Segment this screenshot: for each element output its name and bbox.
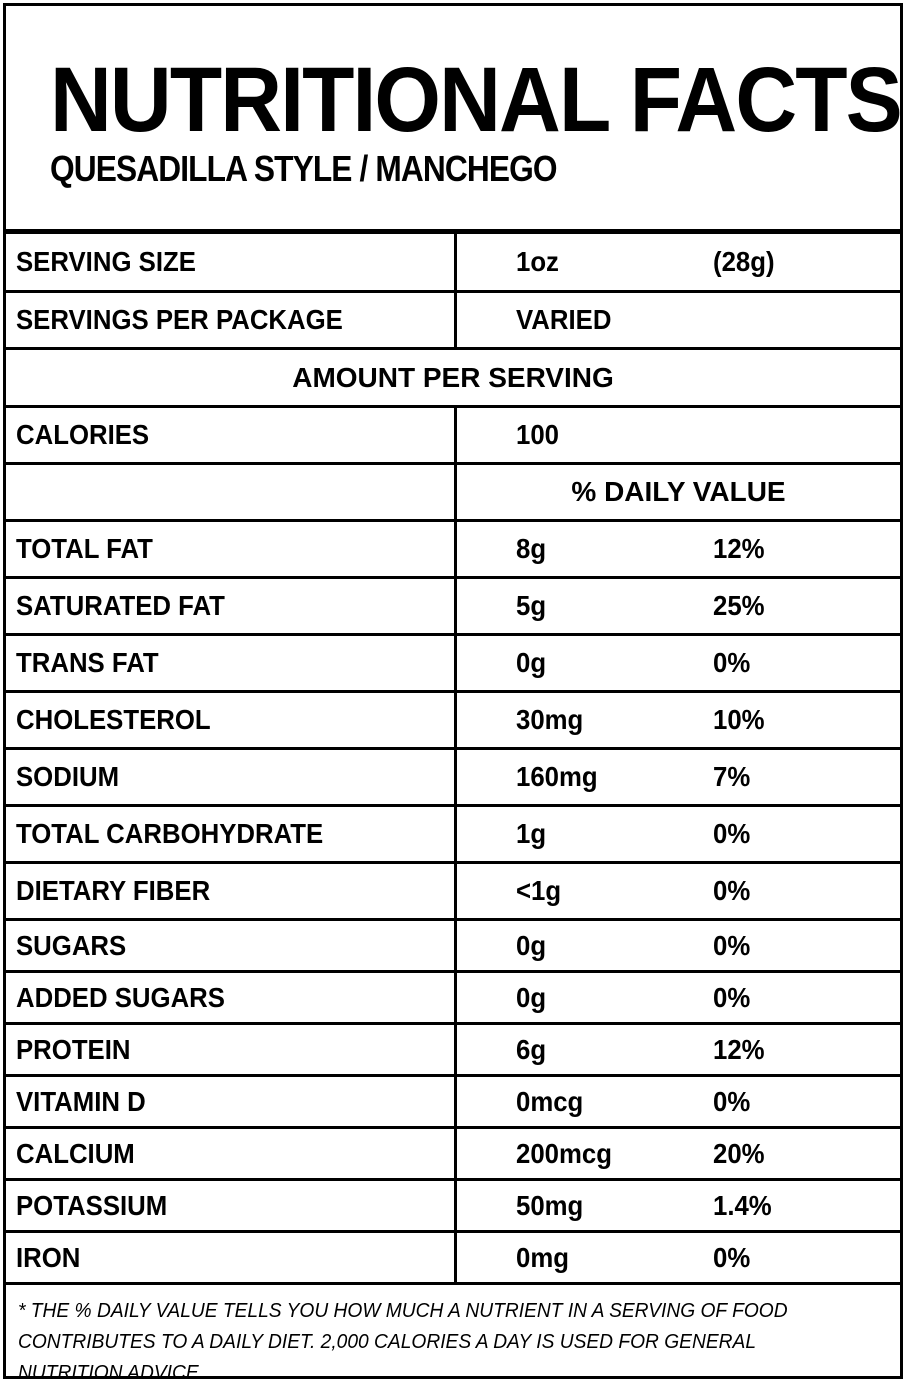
column-divider <box>454 1077 457 1126</box>
nutrient-row-total-carbohydrate: TOTAL CARBOHYDRATE 1g 0% <box>6 807 900 864</box>
nutrient-name: POTASSIUM <box>16 1189 168 1221</box>
nutrient-row-cholesterol: CHOLESTEROL 30mg 10% <box>6 693 900 750</box>
column-divider <box>454 864 457 918</box>
label-subtitle: QUESADILLA STYLE / MANCHEGO <box>50 148 557 189</box>
nutrient-amount: 0g <box>516 981 547 1013</box>
label-title: NUTRITIONAL FACTS <box>50 49 903 151</box>
column-divider <box>454 807 457 861</box>
nutrient-daily-value: 7% <box>713 761 751 792</box>
nutrient-row-vitamin-d: VITAMIN D 0mcg 0% <box>6 1077 900 1129</box>
nutrient-amount: 0g <box>516 647 547 678</box>
nutrient-daily-value: 0% <box>713 929 751 961</box>
nutrient-daily-value: 0% <box>713 875 751 906</box>
calories-value: 100 <box>516 419 559 450</box>
servings-per-package-label: SERVINGS PER PACKAGE <box>16 304 343 335</box>
serving-size-label: SERVING SIZE <box>16 246 196 277</box>
nutrient-amount: <1g <box>516 875 562 906</box>
nutrient-daily-value: 0% <box>713 1241 751 1273</box>
column-divider <box>454 636 457 690</box>
column-divider <box>454 973 457 1022</box>
column-divider <box>454 579 457 633</box>
nutrient-row-saturated-fat: SATURATED FAT 5g 25% <box>6 579 900 636</box>
column-divider <box>454 234 457 290</box>
column-divider <box>454 522 457 576</box>
nutrient-amount: 5g <box>516 590 547 621</box>
column-divider <box>454 693 457 747</box>
nutrition-label: NUTRITIONAL FACTS QUESADILLA STYLE / MAN… <box>3 3 903 1384</box>
nutrient-name: SATURATED FAT <box>16 590 225 621</box>
nutrient-amount: 160mg <box>516 761 598 792</box>
nutrient-name: IRON <box>16 1241 81 1273</box>
nutrient-row-added-sugars: ADDED SUGARS 0g 0% <box>6 973 900 1025</box>
calories-label: CALORIES <box>16 419 150 450</box>
nutrient-daily-value: 25% <box>713 590 765 621</box>
column-divider <box>454 408 457 462</box>
serving-size-amount: 1oz <box>516 246 559 277</box>
daily-value-footnote: * THE % DAILY VALUE TELLS YOU HOW MUCH A… <box>18 1300 788 1384</box>
column-divider <box>454 1129 457 1178</box>
column-divider <box>454 1233 457 1282</box>
amount-per-serving-label: AMOUNT PER SERVING <box>292 361 614 393</box>
nutrient-name: CALCIUM <box>16 1137 135 1169</box>
nutrient-name: TOTAL FAT <box>16 533 153 564</box>
nutrient-daily-value: 0% <box>713 981 751 1013</box>
nutrient-name: ADDED SUGARS <box>16 981 225 1013</box>
daily-value-header: % DAILY VALUE <box>571 476 786 507</box>
column-divider <box>454 750 457 804</box>
nutrient-daily-value: 20% <box>713 1137 765 1169</box>
nutrient-row-iron: IRON 0mg 0% <box>6 1233 900 1285</box>
nutrient-daily-value: 1.4% <box>713 1189 772 1221</box>
serving-size-row: SERVING SIZE 1oz (28g) <box>6 234 900 293</box>
nutrient-amount: 0g <box>516 929 547 961</box>
servings-per-package-value: VARIED <box>516 304 612 335</box>
column-divider <box>454 1025 457 1074</box>
column-divider <box>454 293 457 347</box>
column-divider <box>454 1181 457 1230</box>
nutrient-amount: 0mcg <box>516 1085 584 1117</box>
nutrient-name: TRANS FAT <box>16 647 159 678</box>
serving-size-grams: (28g) <box>713 246 775 277</box>
nutrient-name: SODIUM <box>16 761 120 792</box>
nutrient-amount: 8g <box>516 533 547 564</box>
nutrient-row-sodium: SODIUM 160mg 7% <box>6 750 900 807</box>
nutrient-name: DIETARY FIBER <box>16 875 211 906</box>
nutrient-row-trans-fat: TRANS FAT 0g 0% <box>6 636 900 693</box>
calories-row: CALORIES 100 <box>6 408 900 465</box>
amount-per-serving-row: AMOUNT PER SERVING <box>6 350 900 408</box>
nutrient-row-sugars: SUGARS 0g 0% <box>6 921 900 973</box>
nutrient-amount: 200mcg <box>516 1137 612 1169</box>
nutrient-row-potassium: POTASSIUM 50mg 1.4% <box>6 1181 900 1233</box>
nutrient-amount: 1g <box>516 818 547 849</box>
nutrient-daily-value: 0% <box>713 818 751 849</box>
nutrient-amount: 6g <box>516 1033 547 1065</box>
nutrient-row-protein: PROTEIN 6g 12% <box>6 1025 900 1077</box>
column-divider <box>454 465 457 519</box>
nutrient-name: TOTAL CARBOHYDRATE <box>16 818 324 849</box>
label-header: NUTRITIONAL FACTS QUESADILLA STYLE / MAN… <box>6 6 903 234</box>
nutrient-row-calcium: CALCIUM 200mcg 20% <box>6 1129 900 1181</box>
nutrient-amount: 0mg <box>516 1241 569 1273</box>
nutrient-row-total-fat: TOTAL FAT 8g 12% <box>6 522 900 579</box>
nutrient-row-dietary-fiber: DIETARY FIBER <1g 0% <box>6 864 900 921</box>
nutrient-name: SUGARS <box>16 929 127 961</box>
nutrient-daily-value: 10% <box>713 704 765 735</box>
nutrient-amount: 30mg <box>516 704 584 735</box>
nutrient-amount: 50mg <box>516 1189 584 1221</box>
nutrient-name: CHOLESTEROL <box>16 704 211 735</box>
daily-value-header-row: % DAILY VALUE <box>6 465 900 522</box>
nutrient-daily-value: 12% <box>713 533 765 564</box>
nutrient-name: VITAMIN D <box>16 1085 146 1117</box>
servings-per-package-row: SERVINGS PER PACKAGE VARIED <box>6 293 900 350</box>
nutrient-daily-value: 12% <box>713 1033 765 1065</box>
nutrient-name: PROTEIN <box>16 1033 131 1065</box>
column-divider <box>454 921 457 970</box>
nutrient-daily-value: 0% <box>713 647 751 678</box>
nutrient-daily-value: 0% <box>713 1085 751 1117</box>
